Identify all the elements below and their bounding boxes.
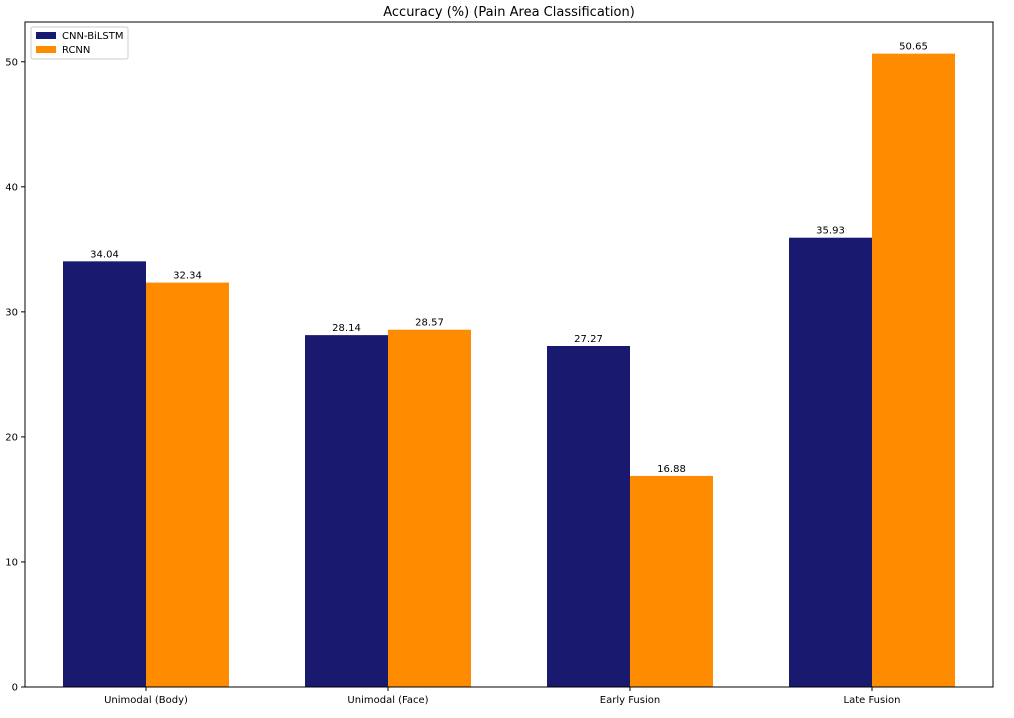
bar-rcnn-1: [388, 329, 471, 687]
bar-value-label: 35.93: [816, 226, 845, 237]
bar-value-label: 16.88: [657, 464, 686, 475]
legend-label: RCNN: [62, 45, 90, 56]
legend-label: CNN-BiLSTM: [62, 31, 124, 42]
bar-rcnn-3: [872, 53, 955, 687]
y-tick-label: 20: [5, 432, 18, 443]
chart-title: Accuracy (%) (Pain Area Classification): [383, 5, 635, 20]
bar-value-label: 28.14: [332, 323, 361, 334]
bar-rcnn-0: [146, 282, 229, 687]
bar-value-label: 34.04: [90, 249, 119, 260]
bar-cnn-bilstm-3: [789, 237, 872, 687]
x-tick-label: Early Fusion: [600, 695, 660, 706]
legend-swatch: [36, 32, 56, 39]
y-tick-label: 0: [12, 683, 18, 694]
plot-area: 34.04 28.14 27.27 35.93 32.34 28.57 16.88 50.65…: [5, 21, 994, 706]
bar-value-label: 28.57: [415, 318, 444, 329]
bar-cnn-bilstm-1: [305, 335, 388, 687]
plot-frame: [24, 21, 994, 688]
x-tick-label: Unimodal (Body): [104, 695, 188, 706]
y-tick-label: 50: [5, 57, 18, 68]
bar-cnn-bilstm-2: [547, 345, 630, 687]
bar-value-label: 50.65: [899, 42, 928, 53]
y-tick-label: 40: [5, 182, 18, 193]
bar-value-label: 27.27: [574, 334, 603, 345]
y-tick-label: 30: [5, 307, 18, 318]
x-tick-label: Late Fusion: [844, 695, 901, 706]
legend: CNN-BiLSTM RCNN: [30, 26, 129, 60]
x-tick-label: Unimodal (Face): [347, 695, 428, 706]
bar-rcnn-2: [630, 475, 713, 687]
legend-swatch: [36, 46, 56, 53]
bar-value-label: 32.34: [173, 271, 202, 282]
bar-cnn-bilstm-0: [63, 261, 146, 687]
y-tick-label: 10: [5, 557, 18, 568]
